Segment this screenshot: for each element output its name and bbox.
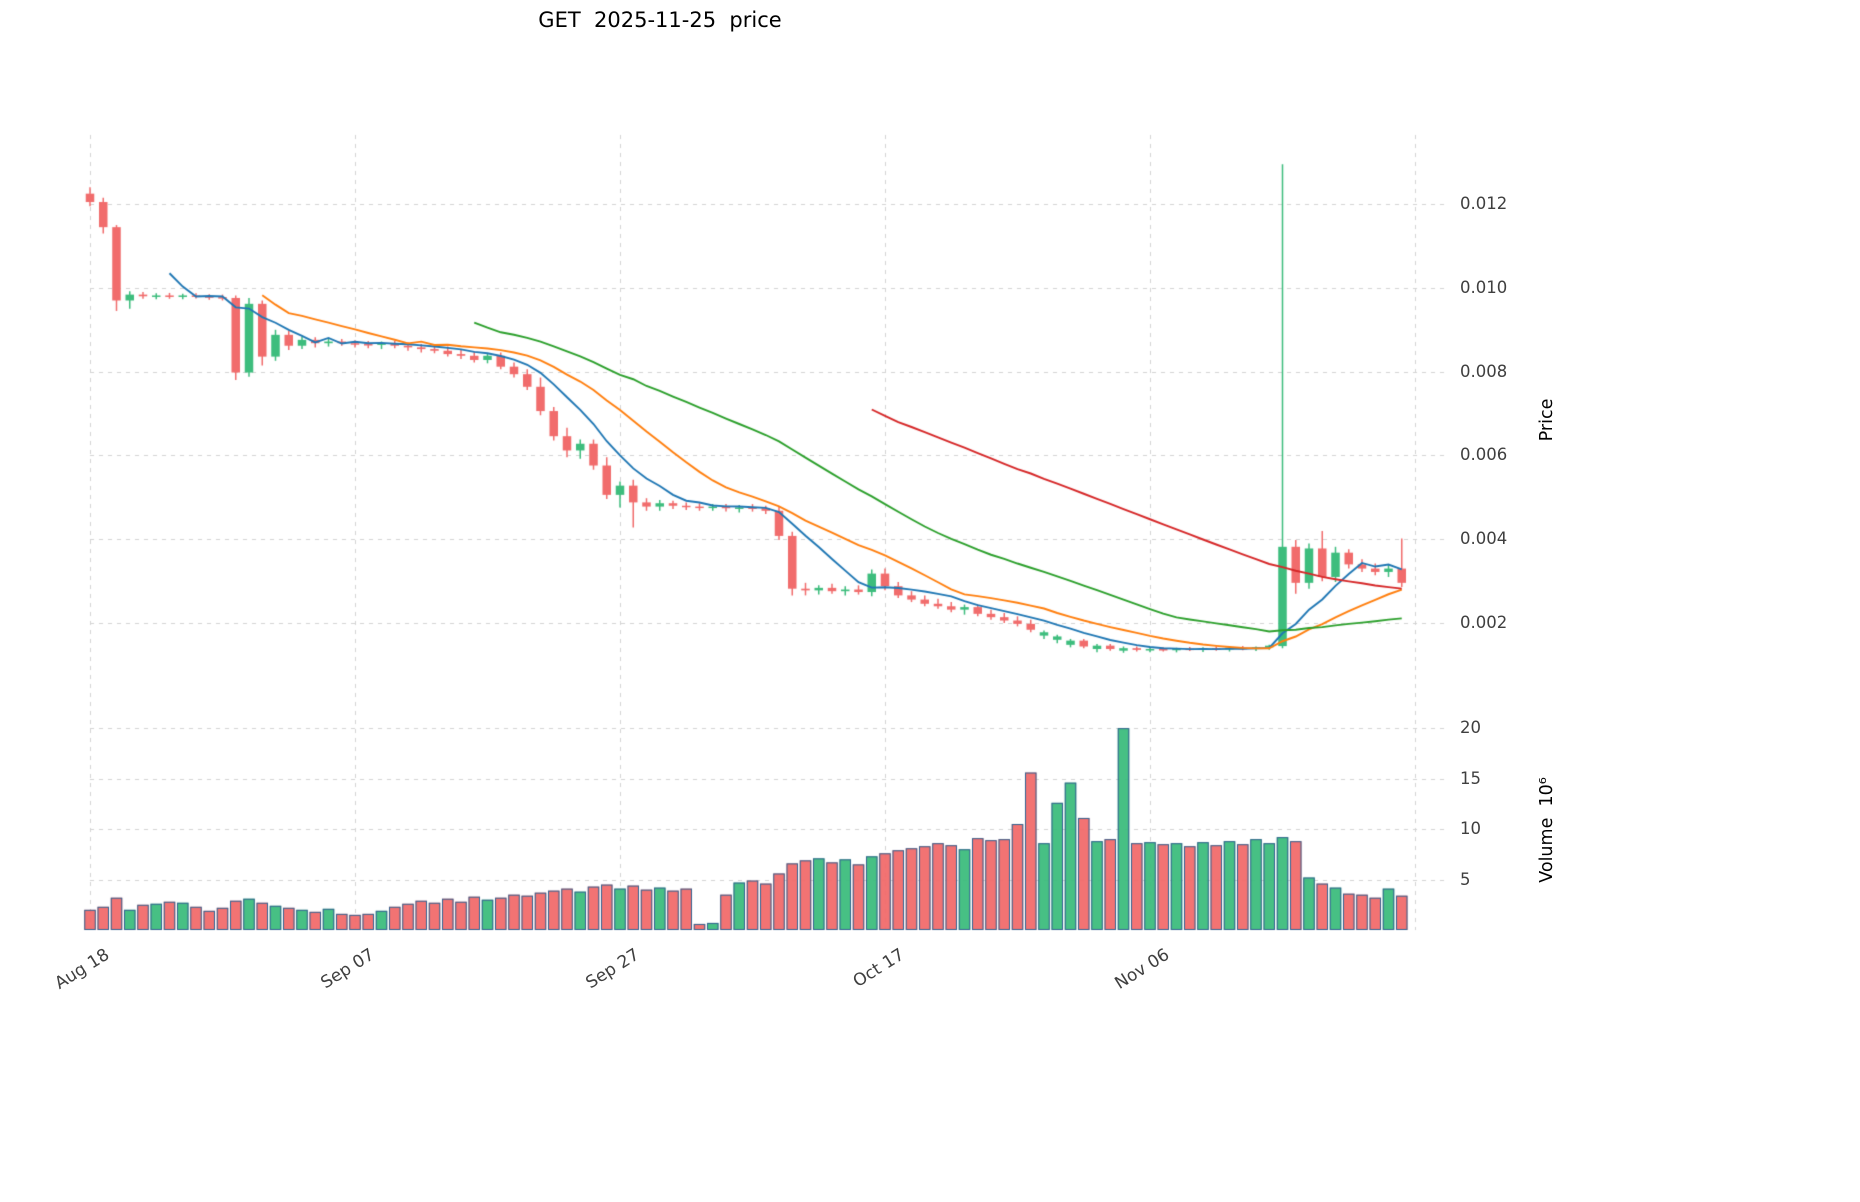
price-axis-label: Price <box>1537 398 1557 442</box>
price-tick-label: 0.006 <box>1460 445 1508 465</box>
volume-axis-label: Volume 10⁶ <box>1537 777 1557 883</box>
price-tick-label: 0.008 <box>1460 361 1508 381</box>
price-tick-label: 0.010 <box>1460 277 1508 297</box>
chart-title: GET 2025-11-25 price <box>538 8 782 32</box>
price-tick-label: 0.002 <box>1460 613 1508 633</box>
price-tick-label: 0.012 <box>1460 194 1508 214</box>
volume-tick-label: 15 <box>1460 768 1481 788</box>
volume-tick-label: 5 <box>1460 869 1471 889</box>
price-tick-label: 0.004 <box>1460 529 1508 549</box>
volume-tick-label: 10 <box>1460 819 1481 839</box>
volume-tick-label: 20 <box>1460 718 1481 738</box>
